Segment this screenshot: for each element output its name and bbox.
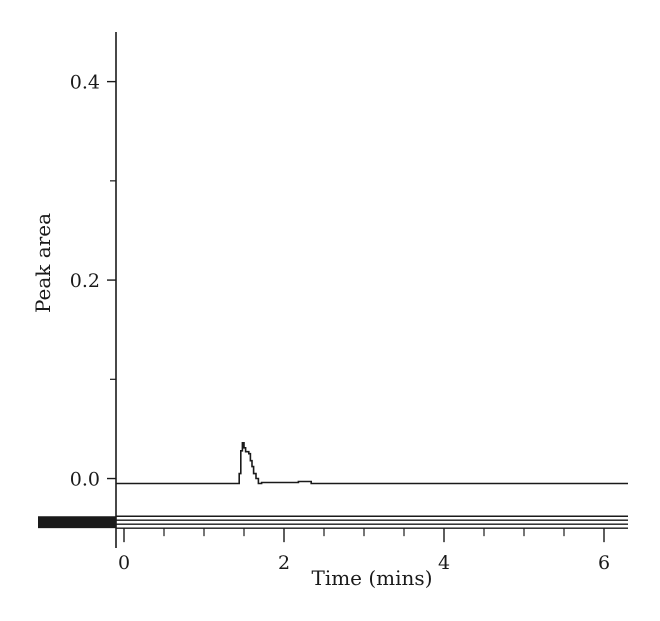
x-tick-label: 0 <box>118 552 130 574</box>
baseline-band-block <box>38 516 116 529</box>
series-line <box>116 442 628 485</box>
baseline-band-group <box>38 515 628 529</box>
x-tick-label: 6 <box>598 552 610 574</box>
ticks: 0 2 4 6 0.0 0.2 0.4 <box>70 72 610 575</box>
x-axis-title: Time (mins) <box>311 566 432 590</box>
x-tick-label: 4 <box>438 552 450 574</box>
y-tick-label: 0.2 <box>70 270 100 292</box>
y-tick-label: 0.4 <box>70 72 100 94</box>
series <box>116 442 628 485</box>
y-axis-title: Peak area <box>31 213 55 313</box>
x-tick-label: 2 <box>278 552 290 574</box>
y-tick-label: 0.0 <box>70 469 100 491</box>
